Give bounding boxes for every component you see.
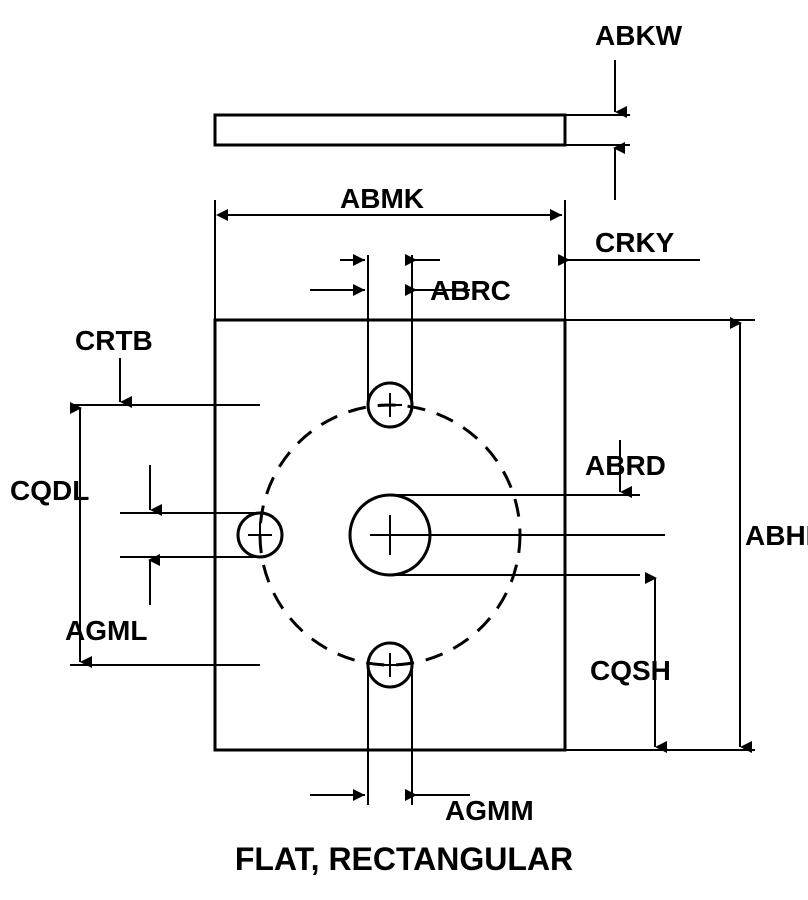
label-abrc: ABRC [430,275,511,306]
label-abrd: ABRD [585,450,666,481]
label-cqsh: CQSH [590,655,671,686]
label-crtb: CRTB [75,325,153,356]
label-abkw: ABKW [595,20,683,51]
label-agmm: AGMM [445,795,534,826]
label-abmk: ABMK [340,183,424,214]
label-crky: CRKY [595,227,675,258]
top-bar-rect [215,115,565,145]
diagram-canvas: ABKW ABMK CRKY ABRC CRTB [0,0,808,900]
mount-hole-top [368,383,412,427]
label-cqdl: CQDL [10,475,89,506]
diagram-title: FLAT, RECTANGULAR [235,841,573,877]
label-abhp: ABHP [745,520,808,551]
label-agml: AGML [65,615,147,646]
